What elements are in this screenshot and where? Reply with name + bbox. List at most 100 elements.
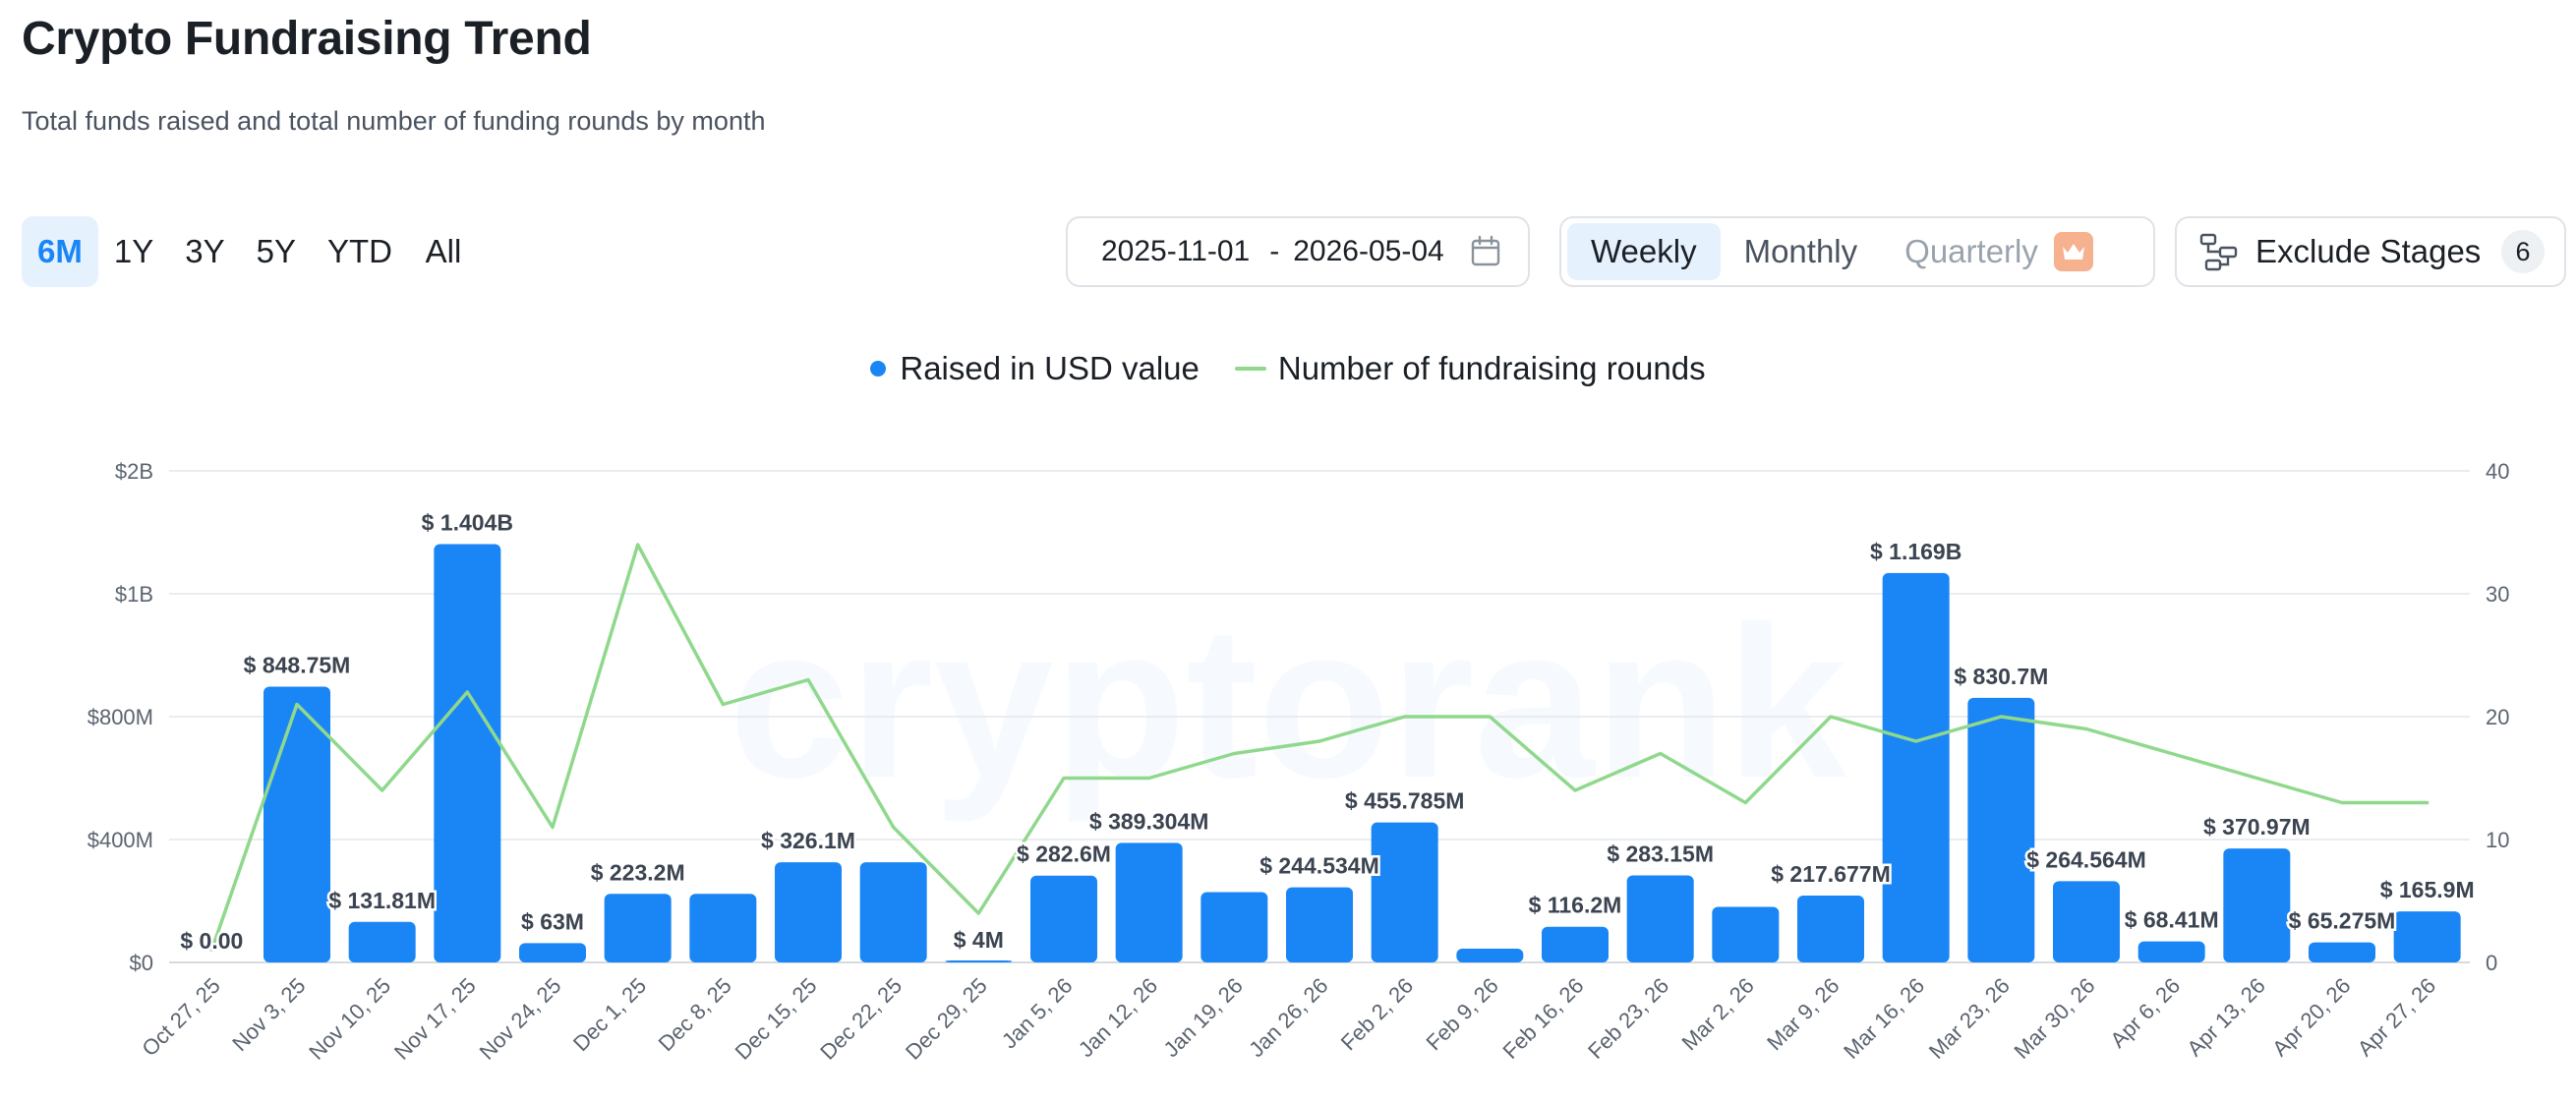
bar: [1286, 887, 1353, 962]
legend-label-rounds: Number of fundraising rounds: [1277, 350, 1706, 386]
x-axis-tick-label: Dec 1, 25: [568, 973, 651, 1056]
bar: [519, 943, 586, 962]
range-button-6m[interactable]: 6M: [22, 216, 98, 287]
bar: [1626, 875, 1694, 962]
x-axis-tick-label: Apr 6, 26: [2105, 973, 2185, 1053]
date-range-end: 2026-05-04: [1293, 235, 1444, 267]
period-button-quarterly[interactable]: Quarterly: [1881, 223, 2117, 280]
y-axis-right-tick-label: 0: [2486, 951, 2497, 975]
bar-data-label: $ 326.1M: [761, 828, 855, 853]
x-axis-tick-label: Mar 23, 26: [1924, 973, 2015, 1064]
bar-data-label: $ 848.75M: [244, 653, 351, 678]
x-axis-tick-label: Mar 16, 26: [1839, 973, 1929, 1064]
bar-data-label: $ 264.564M: [2026, 846, 2145, 872]
legend-dot-marker: [870, 361, 887, 377]
x-axis-tick-label: Feb 9, 26: [1421, 973, 1502, 1055]
date-range-start: 2025-11-01: [1101, 235, 1251, 267]
x-axis-tick-label: Jan 12, 26: [1074, 973, 1162, 1062]
bar: [1797, 895, 1864, 962]
bar-data-label: $ 68.41M: [2125, 907, 2219, 933]
range-button-all[interactable]: All: [425, 233, 462, 269]
bar: [348, 921, 416, 962]
bar: [1542, 926, 1609, 962]
x-axis-tick-label: Nov 3, 25: [227, 973, 310, 1056]
exclude-stages-count-badge: 6: [2501, 230, 2545, 273]
range-button-1y[interactable]: 1Y: [113, 233, 154, 269]
bar: [2137, 941, 2205, 962]
bar-data-label: $ 116.2M: [1529, 893, 1622, 918]
x-axis-tick-label: Apr 13, 26: [2182, 973, 2269, 1061]
bar-data-label: $ 455.785M: [1345, 788, 1464, 814]
exclude-stages-button[interactable]: Exclude Stages 6: [2175, 216, 2566, 287]
y-axis-left-tick-label: $800M: [88, 705, 153, 729]
date-range-picker[interactable]: 2025-11-01 - 2026-05-04: [1066, 216, 1530, 287]
y-axis-left-tick-label: $0: [130, 951, 153, 975]
range-button-ytd[interactable]: YTD: [326, 233, 392, 269]
bar-data-label: $ 4M: [954, 927, 1004, 953]
bar-data-label: $ 63M: [521, 908, 584, 934]
bar-data-label: $ 389.304M: [1089, 808, 1208, 834]
bar-data-label: $ 223.2M: [591, 859, 685, 885]
legend-line-marker: [1234, 367, 1266, 371]
x-axis-tick-label: Jan 19, 26: [1159, 973, 1248, 1062]
x-axis-tick-label: Dec 15, 25: [731, 973, 822, 1065]
bar: [2053, 881, 2120, 962]
bar: [2309, 942, 2375, 962]
bar-data-label: $ 165.9M: [2380, 877, 2475, 902]
x-axis-tick-label: Nov 24, 25: [475, 973, 566, 1065]
x-axis-tick-label: Oct 27, 25: [137, 973, 224, 1061]
bar-data-label: $ 283.15M: [1607, 842, 1714, 867]
bar: [1882, 572, 1950, 962]
legend-item-rounds[interactable]: Number of fundraising rounds: [1234, 350, 1706, 387]
x-axis-tick-label: Nov 10, 25: [304, 973, 395, 1065]
bar: [434, 544, 501, 962]
y-axis-left-tick-label: $400M: [88, 828, 153, 852]
legend-item-raised[interactable]: Raised in USD value: [870, 350, 1200, 387]
range-button-5y[interactable]: 5Y: [256, 233, 296, 269]
period-selector: Weekly Monthly Quarterly: [1559, 216, 2155, 287]
fundraising-chart: $0 $400M $800M $1B $2B 0 10 20 30 40 $ 0.00 $ 848.7…: [88, 459, 2510, 1065]
x-axis-tick-label: Dec 8, 25: [654, 973, 736, 1056]
bar: [2223, 848, 2291, 962]
period-button-weekly[interactable]: Weekly: [1567, 223, 1721, 280]
bar: [1712, 906, 1780, 962]
x-axis-tick-label: Dec 29, 25: [901, 973, 992, 1065]
period-button-monthly[interactable]: Monthly: [1743, 233, 1858, 269]
bar-data-label: $ 217.677M: [1771, 861, 1890, 887]
bar-data-label: $ 830.7M: [1954, 664, 2048, 689]
bar: [689, 894, 757, 962]
bar-data-label: $ 1.404B: [422, 510, 513, 536]
date-range-separator: -: [1269, 235, 1280, 267]
x-axis-tick-label: Feb 23, 26: [1583, 973, 1673, 1064]
crown-icon: [2053, 232, 2093, 271]
bar: [2393, 911, 2461, 962]
x-axis-tick-label: Jan 5, 26: [997, 973, 1078, 1054]
rounds-line: [209, 543, 2430, 953]
y-axis-right-tick-label: 20: [2486, 705, 2509, 729]
bar: [945, 960, 1013, 962]
y-axis-right-tick-label: 30: [2486, 582, 2509, 607]
y-axis-right-tick-label: 10: [2486, 828, 2509, 852]
stages-icon: [2199, 233, 2238, 271]
bar-data-label: $ 0.00: [180, 928, 243, 954]
range-button-3y[interactable]: 3Y: [185, 233, 225, 269]
bar: [1200, 892, 1268, 962]
page-title: Crypto Fundraising Trend: [22, 13, 592, 65]
bar: [1456, 948, 1524, 962]
time-range-selector: 6M 1Y 3Y 5Y YTD All: [22, 216, 479, 287]
bar-data-label: $ 65.275M: [2289, 908, 2396, 934]
bar: [775, 862, 842, 962]
bar-data-label: $ 244.534M: [1259, 853, 1378, 879]
bar: [1115, 842, 1183, 962]
x-axis-tick-label: Apr 20, 26: [2267, 973, 2355, 1061]
x-axis-tick-label: Mar 9, 26: [1762, 973, 1844, 1055]
period-button-quarterly-label: Quarterly: [1904, 233, 2038, 269]
x-axis-tick-label: Feb 16, 26: [1497, 973, 1588, 1064]
bar: [1967, 697, 2035, 962]
calendar-icon[interactable]: [1469, 235, 1502, 268]
bar: [604, 894, 672, 962]
exclude-stages-label: Exclude Stages: [2255, 233, 2482, 269]
y-axis-left-tick-label: $2B: [115, 459, 153, 484]
x-axis-tick-label: Dec 22, 25: [815, 973, 907, 1065]
x-axis-tick-label: Jan 26, 26: [1244, 973, 1332, 1062]
